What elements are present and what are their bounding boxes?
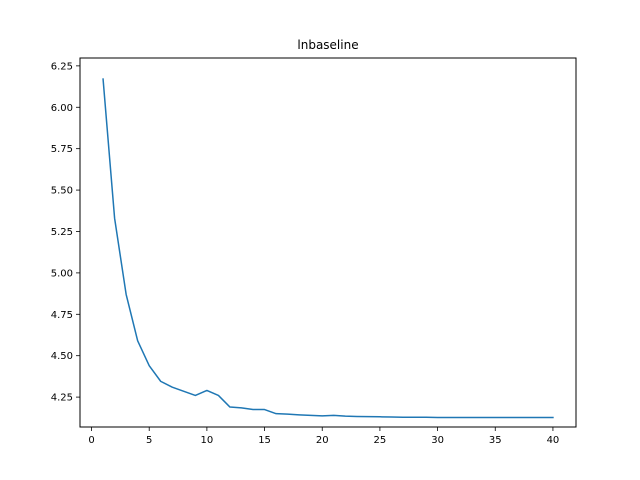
x-tick-label: 15: [258, 435, 271, 446]
series-layer: [102, 78, 554, 419]
x-tick-label: 20: [316, 435, 329, 446]
y-tick-label: 4.75: [51, 310, 73, 321]
y-axis-ticks: 4.25 4.50 4.75 5.00 5.25 5.50 5.75 6.00 6.25: [51, 61, 80, 404]
y-tick-label: 6.25: [51, 61, 73, 72]
x-tick-label: 0: [88, 435, 94, 446]
y-tick-label: 5.50: [51, 186, 73, 197]
x-tick-label: 30: [431, 435, 444, 446]
series-line: [102, 78, 554, 419]
y-tick-label: 5.75: [51, 144, 73, 155]
y-tick-label: 4.50: [51, 351, 73, 362]
y-tick-label: 6.00: [51, 103, 73, 114]
x-tick-label: 40: [547, 435, 560, 446]
y-tick-label: 4.25: [51, 393, 73, 404]
chart-title: lnbaseline: [297, 38, 358, 52]
x-axis-ticks: 0 5 10 15 20 25 30 35 40: [88, 427, 559, 446]
axes-frame: [79, 57, 577, 428]
x-tick-label: 25: [374, 435, 387, 446]
x-tick-label: 35: [489, 435, 502, 446]
y-tick-label: 5.25: [51, 227, 73, 238]
x-tick-label: 5: [146, 435, 152, 446]
x-tick-label: 10: [201, 435, 214, 446]
y-tick-label: 5.00: [51, 268, 73, 279]
